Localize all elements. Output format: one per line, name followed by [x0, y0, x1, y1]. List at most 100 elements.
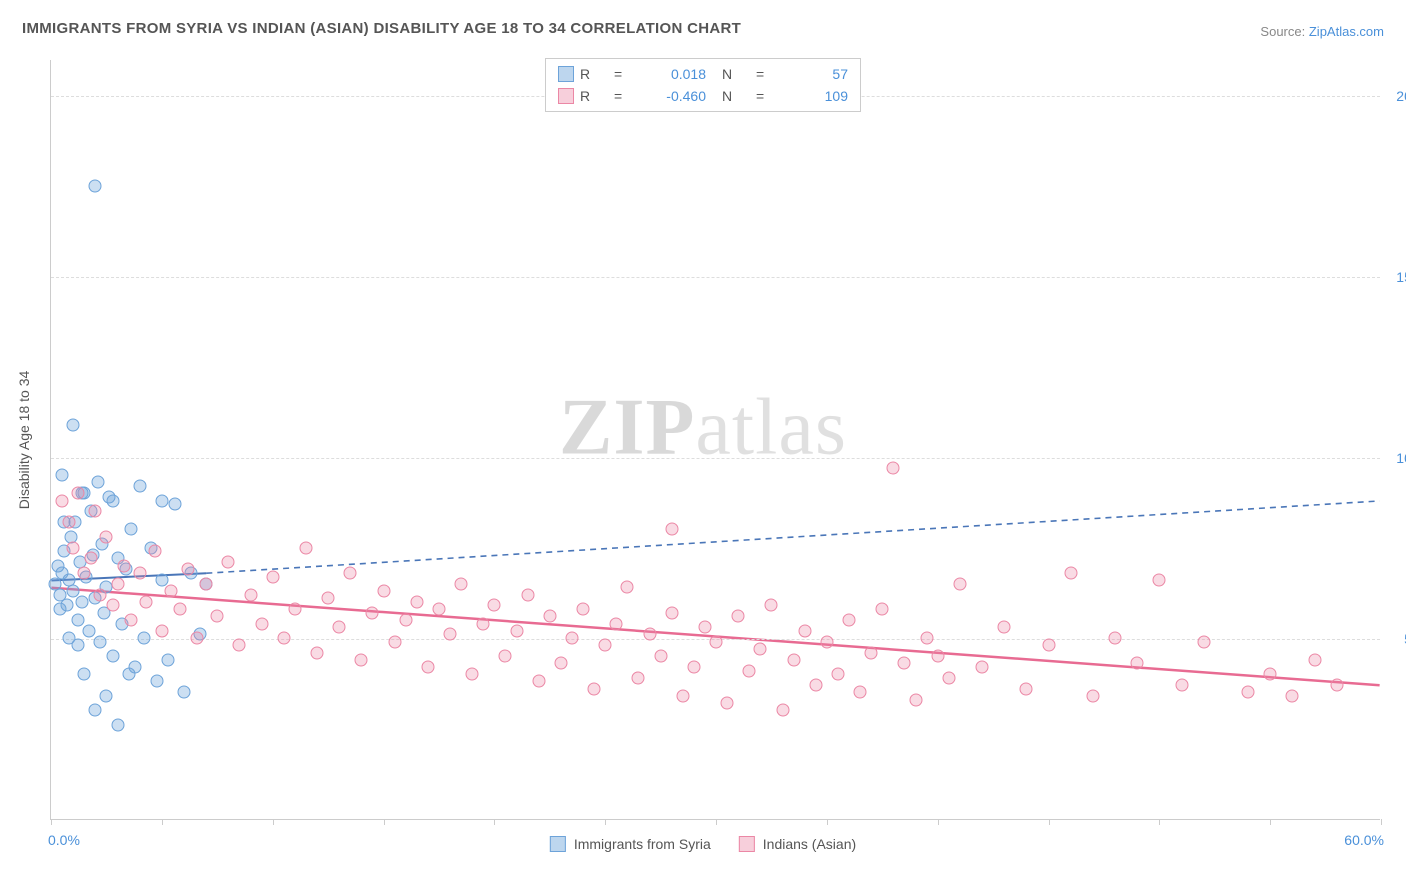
- r-label: R: [580, 85, 608, 107]
- x-tick: [1049, 819, 1050, 825]
- data-point-indian: [444, 628, 457, 641]
- data-point-indian: [998, 621, 1011, 634]
- trendline-dash-syria: [206, 501, 1379, 573]
- data-point-indian: [599, 639, 612, 652]
- data-point-indian: [831, 668, 844, 681]
- y-tick-label: 20.0%: [1396, 88, 1406, 104]
- data-point-indian: [56, 494, 69, 507]
- data-point-syria: [155, 494, 168, 507]
- data-point-indian: [920, 632, 933, 645]
- data-point-indian: [610, 617, 623, 630]
- eq-sign: =: [614, 85, 642, 107]
- data-point-indian: [621, 581, 634, 594]
- data-point-indian: [543, 610, 556, 623]
- x-max-label: 60.0%: [1344, 832, 1384, 848]
- data-point-indian: [410, 595, 423, 608]
- y-tick-label: 10.0%: [1396, 450, 1406, 466]
- data-point-indian: [909, 693, 922, 706]
- data-point-syria: [107, 650, 120, 663]
- data-point-indian: [743, 664, 756, 677]
- data-point-syria: [82, 624, 95, 637]
- x-tick: [716, 819, 717, 825]
- data-point-indian: [67, 541, 80, 554]
- x-tick: [605, 819, 606, 825]
- data-point-indian: [388, 635, 401, 648]
- data-point-indian: [1197, 635, 1210, 648]
- data-point-indian: [1020, 682, 1033, 695]
- data-point-indian: [164, 585, 177, 598]
- data-point-indian: [191, 632, 204, 645]
- data-point-indian: [953, 577, 966, 590]
- data-point-indian: [1109, 632, 1122, 645]
- data-point-indian: [222, 556, 235, 569]
- data-point-indian: [233, 639, 246, 652]
- data-point-indian: [1064, 566, 1077, 579]
- data-point-indian: [665, 523, 678, 536]
- legend-label-indian: Indians (Asian): [763, 836, 856, 852]
- data-point-indian: [676, 689, 689, 702]
- r-label: R: [580, 63, 608, 85]
- legend-corr-row: R=-0.460N=109: [558, 85, 848, 107]
- data-point-syria: [133, 480, 146, 493]
- data-point-indian: [654, 650, 667, 663]
- x-tick: [384, 819, 385, 825]
- data-point-indian: [244, 588, 257, 601]
- data-point-syria: [169, 498, 182, 511]
- data-point-indian: [843, 613, 856, 626]
- data-point-indian: [344, 566, 357, 579]
- n-value: 109: [790, 85, 848, 107]
- data-point-indian: [1286, 689, 1299, 702]
- swatch-blue: [550, 836, 566, 852]
- data-point-indian: [78, 566, 91, 579]
- x-tick: [494, 819, 495, 825]
- data-point-indian: [765, 599, 778, 612]
- gridline: [51, 277, 1380, 278]
- x-tick: [1159, 819, 1160, 825]
- x-tick: [827, 819, 828, 825]
- data-point-indian: [288, 603, 301, 616]
- swatch-blue: [558, 66, 574, 82]
- data-point-indian: [809, 679, 822, 692]
- r-value: 0.018: [648, 63, 706, 85]
- data-point-syria: [89, 179, 102, 192]
- data-point-indian: [455, 577, 468, 590]
- data-point-indian: [1153, 574, 1166, 587]
- data-point-syria: [71, 613, 84, 626]
- data-point-indian: [931, 650, 944, 663]
- swatch-pink: [558, 88, 574, 104]
- data-point-indian: [521, 588, 534, 601]
- eq-sign: =: [756, 85, 784, 107]
- data-point-indian: [976, 661, 989, 674]
- data-point-indian: [499, 650, 512, 663]
- data-point-syria: [122, 668, 135, 681]
- data-point-indian: [565, 632, 578, 645]
- data-point-syria: [89, 704, 102, 717]
- data-point-indian: [62, 516, 75, 529]
- source-label: Source:: [1260, 24, 1305, 39]
- data-point-syria: [93, 635, 106, 648]
- data-point-indian: [820, 635, 833, 648]
- data-point-indian: [333, 621, 346, 634]
- data-point-syria: [53, 603, 66, 616]
- x-tick: [273, 819, 274, 825]
- source-link[interactable]: ZipAtlas.com: [1309, 24, 1384, 39]
- data-point-indian: [299, 541, 312, 554]
- data-point-indian: [710, 635, 723, 648]
- data-point-indian: [118, 559, 131, 572]
- data-point-indian: [554, 657, 567, 670]
- n-label: N: [722, 63, 750, 85]
- data-point-syria: [62, 632, 75, 645]
- data-point-indian: [698, 621, 711, 634]
- data-point-indian: [732, 610, 745, 623]
- y-axis-title: Disability Age 18 to 34: [16, 371, 32, 510]
- gridline: [51, 458, 1380, 459]
- chart-title: IMMIGRANTS FROM SYRIA VS INDIAN (ASIAN) …: [22, 20, 741, 37]
- data-point-indian: [100, 530, 113, 543]
- data-point-indian: [93, 588, 106, 601]
- data-point-indian: [133, 566, 146, 579]
- legend-item-indian: Indians (Asian): [739, 836, 856, 852]
- data-point-syria: [67, 418, 80, 431]
- eq-sign: =: [756, 63, 784, 85]
- n-label: N: [722, 85, 750, 107]
- data-point-indian: [211, 610, 224, 623]
